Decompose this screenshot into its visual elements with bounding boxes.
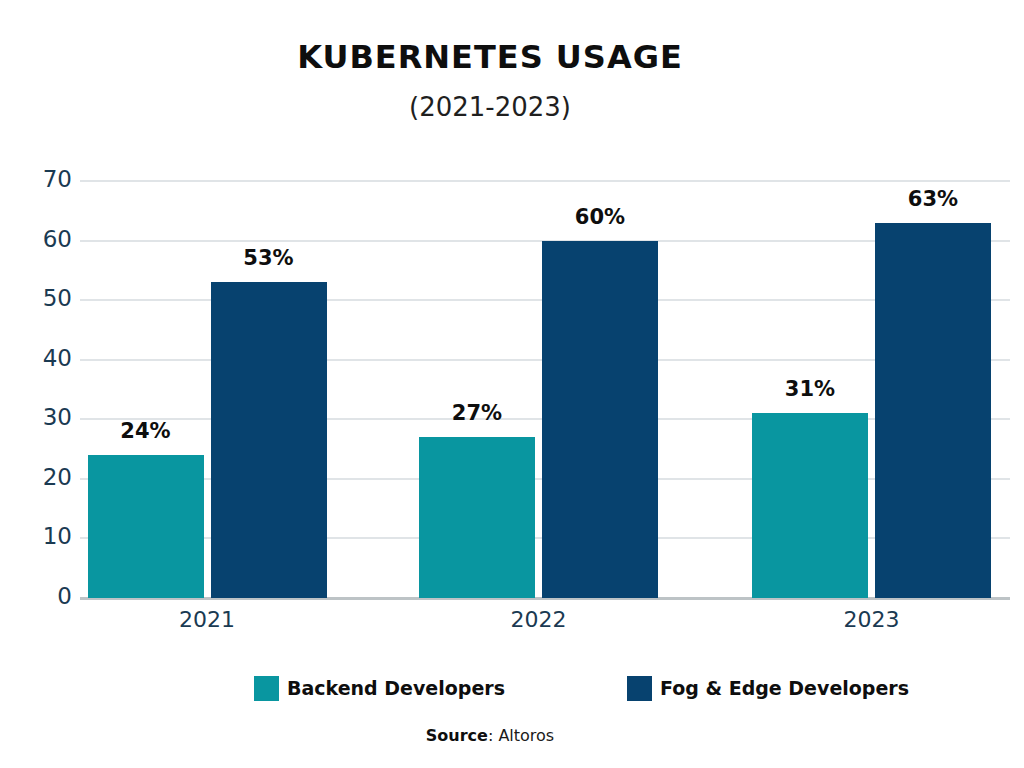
x-tick-label-2023: 2023 bbox=[772, 607, 972, 632]
bar-value-label: 53% bbox=[191, 246, 347, 270]
y-tick-label: 50 bbox=[0, 285, 72, 311]
x-tick-label-2021: 2021 bbox=[107, 607, 307, 632]
y-tick-label: 60 bbox=[0, 226, 72, 252]
x-tick-label-2022: 2022 bbox=[439, 607, 639, 632]
bar-fog-edge-developers-2023 bbox=[875, 223, 991, 598]
y-tick-label: 10 bbox=[0, 523, 72, 549]
source-label: Source bbox=[426, 726, 488, 745]
y-tick-label: 0 bbox=[0, 583, 72, 609]
legend-item-fog-edge-developers: Fog & Edge Developers bbox=[627, 674, 909, 702]
source-value: : Altoros bbox=[488, 726, 554, 745]
chart-subtitle: (2021-2023) bbox=[0, 92, 980, 122]
source-note: Source: Altoros bbox=[0, 726, 980, 745]
legend-swatch-fog-edge-developers bbox=[627, 676, 652, 701]
gridline bbox=[80, 180, 1010, 182]
bar-value-label: 60% bbox=[522, 205, 678, 229]
bar-value-label: 24% bbox=[68, 419, 224, 443]
y-tick-label: 30 bbox=[0, 404, 72, 430]
y-tick-label: 40 bbox=[0, 345, 72, 371]
legend-label-fog-edge-developers: Fog & Edge Developers bbox=[660, 677, 909, 699]
legend-swatch-backend-developers bbox=[254, 676, 279, 701]
chart-title: KUBERNETES USAGE bbox=[0, 38, 980, 76]
bar-value-label: 63% bbox=[855, 187, 1011, 211]
bar-backend-developers-2022 bbox=[419, 437, 535, 598]
bar-backend-developers-2023 bbox=[752, 413, 868, 598]
y-tick-label: 70 bbox=[0, 166, 72, 192]
y-tick-label: 20 bbox=[0, 464, 72, 490]
chart-figure: KUBERNETES USAGE (2021-2023) 0 10 20 30 40 50… bbox=[0, 0, 1024, 768]
legend-item-backend-developers: Backend Developers bbox=[254, 674, 505, 702]
bar-fog-edge-developers-2022 bbox=[542, 241, 658, 598]
legend-label-backend-developers: Backend Developers bbox=[287, 677, 505, 699]
bar-value-label: 27% bbox=[399, 401, 555, 425]
bar-backend-developers-2021 bbox=[88, 455, 204, 598]
bar-fog-edge-developers-2021 bbox=[211, 282, 327, 598]
bar-value-label: 31% bbox=[732, 377, 888, 401]
